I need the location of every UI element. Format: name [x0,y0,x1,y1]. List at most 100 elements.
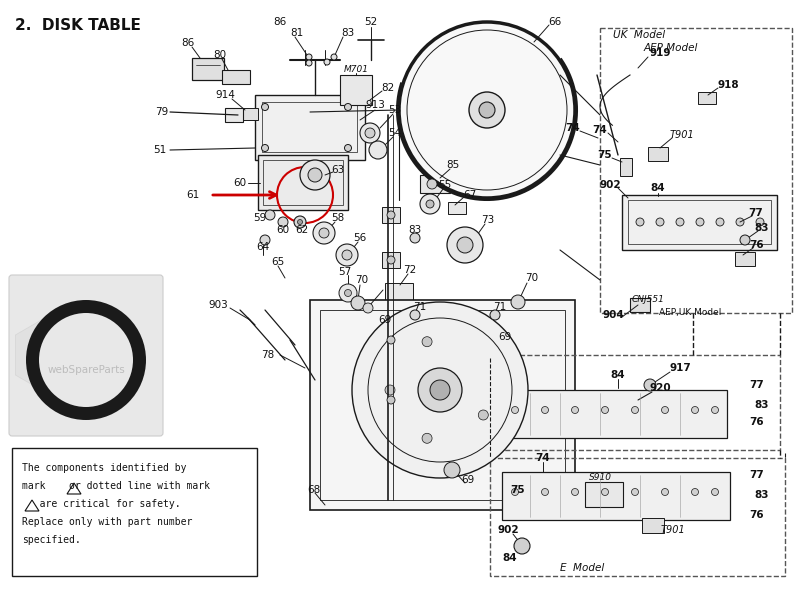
Circle shape [602,489,609,496]
Text: 85: 85 [446,160,460,170]
Text: UK  Model: UK Model [613,30,665,40]
Text: 67: 67 [463,190,477,200]
Text: 84: 84 [610,370,626,380]
Circle shape [511,407,518,414]
Circle shape [385,385,395,395]
Text: 2.  DISK TABLE: 2. DISK TABLE [15,18,141,33]
Polygon shape [15,315,85,395]
Text: M701: M701 [343,65,369,74]
Text: 80: 80 [214,50,226,60]
Bar [310,300,575,510]
Circle shape [262,103,269,110]
Circle shape [469,92,505,128]
Bar [448,202,466,214]
Ellipse shape [438,78,463,100]
Text: specified.: specified. [22,535,81,545]
Circle shape [511,295,525,309]
Text: 83: 83 [408,225,422,235]
Text: 81: 81 [290,28,304,38]
Text: mark    or dotted line with mark: mark or dotted line with mark [22,481,210,491]
Text: 73: 73 [482,215,494,225]
Circle shape [716,218,724,226]
Circle shape [571,489,578,496]
Bar [258,155,348,210]
Circle shape [345,290,351,297]
Circle shape [696,218,704,226]
Text: 57: 57 [338,267,352,277]
Text: 84: 84 [650,183,666,193]
Bar [262,102,357,152]
Circle shape [511,489,518,496]
Circle shape [26,300,146,420]
Circle shape [756,218,764,226]
Text: 52: 52 [364,17,378,27]
Bar [735,252,755,266]
Text: 55: 55 [438,180,452,190]
Bar [382,252,400,268]
Bar [490,458,785,576]
Circle shape [308,168,322,182]
Circle shape [444,462,460,478]
Text: 53: 53 [388,105,402,115]
Circle shape [399,22,575,198]
Text: 69: 69 [498,332,512,342]
Bar [382,332,400,348]
Text: 71: 71 [494,302,506,312]
Circle shape [711,489,718,496]
Text: 59: 59 [254,213,266,223]
Text: 76: 76 [750,240,764,250]
Circle shape [319,228,329,238]
Text: 61: 61 [186,190,200,200]
Text: 75: 75 [598,150,612,160]
Circle shape [306,54,312,60]
Text: 83: 83 [754,400,770,410]
Circle shape [410,310,420,320]
Text: 76: 76 [750,417,764,427]
Circle shape [602,407,609,414]
Text: 82: 82 [382,83,394,93]
Text: 86: 86 [182,38,194,48]
Circle shape [644,379,656,391]
Bar [385,283,413,301]
Bar [382,207,400,223]
Circle shape [422,337,432,347]
Text: E  Model: E Model [560,563,604,573]
Text: 54: 54 [388,128,402,138]
Bar [340,75,372,105]
Circle shape [313,222,335,244]
Text: 72: 72 [403,265,417,275]
Bar [630,298,650,312]
Text: S910: S910 [589,474,611,483]
Circle shape [39,313,133,407]
Text: 56: 56 [354,233,366,243]
Bar [420,175,450,193]
Text: 65: 65 [271,257,285,267]
Circle shape [300,160,330,190]
FancyBboxPatch shape [9,275,163,436]
Circle shape [363,303,373,313]
Text: 68: 68 [307,485,321,495]
Circle shape [360,123,380,143]
Text: 69: 69 [378,315,392,325]
Text: 75: 75 [510,485,526,495]
Text: 79: 79 [155,107,169,117]
Circle shape [342,250,352,260]
Circle shape [418,368,462,412]
Bar [225,108,243,122]
Bar [490,355,780,450]
Circle shape [691,407,698,414]
Circle shape [410,233,420,243]
Bar [263,160,343,205]
Circle shape [571,407,578,414]
Bar [222,70,250,84]
Circle shape [427,179,437,189]
Text: 902: 902 [497,525,519,535]
Circle shape [369,141,387,159]
Bar [320,310,565,500]
Text: 64: 64 [256,242,270,252]
Text: 70: 70 [526,273,538,283]
Circle shape [387,396,395,404]
Circle shape [676,218,684,226]
Circle shape [711,407,718,414]
Text: 69: 69 [462,475,474,485]
